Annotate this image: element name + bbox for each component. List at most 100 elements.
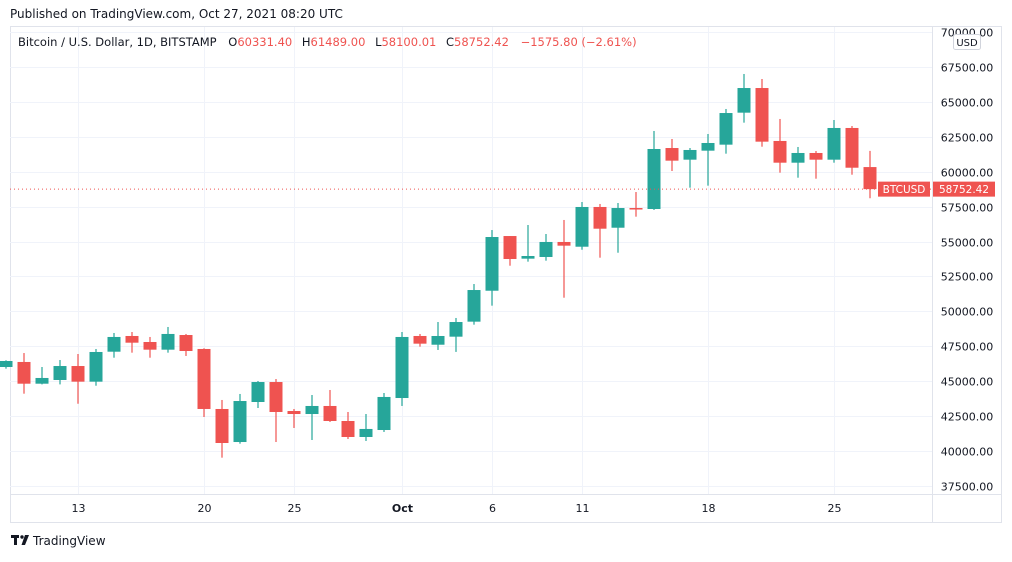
candle-body (305, 405, 319, 415)
price-tick-label: 60000.00 (941, 167, 994, 180)
candle-body (323, 405, 337, 421)
open-label: O (228, 35, 237, 49)
candle-2021-09-26 (305, 395, 319, 440)
price-tick-label: 67500.00 (941, 62, 994, 75)
price-tick-label: 37500.00 (941, 481, 994, 494)
time-tick-label: 25 (828, 502, 842, 515)
candle-2021-09-27 (323, 389, 337, 422)
candle-2021-09-14 (89, 348, 103, 386)
currency-label: USD (956, 38, 978, 49)
candle-2021-09-29 (359, 414, 373, 441)
candle-2021-10-06 (485, 230, 499, 306)
candle-2021-09-30 (377, 392, 391, 432)
candle-body (629, 208, 643, 210)
time-tick-label: Oct (392, 502, 413, 515)
last-price-tag: 58752.42 (933, 181, 995, 197)
candle-2021-10-27 (863, 150, 877, 199)
candle-body (539, 241, 553, 257)
last-price-label: 58752.42 (939, 184, 989, 196)
candle-2021-10-13 (611, 202, 625, 253)
price-tick-label: 62500.00 (941, 132, 994, 145)
candle-body (593, 206, 607, 229)
candle-body (53, 366, 67, 380)
candle-2021-10-20 (737, 73, 751, 123)
candle-2021-09-10 (17, 353, 31, 394)
candle-2021-09-24 (269, 379, 283, 443)
candle-body (233, 401, 247, 443)
candle-2021-09-17 (143, 336, 157, 358)
candle-body (71, 366, 85, 382)
candle-2021-10-25 (827, 120, 841, 163)
candle-2021-10-05 (467, 284, 481, 325)
high-value: 61489.00 (311, 35, 366, 49)
candle-2021-09-23 (251, 380, 265, 409)
close-label: C (446, 35, 454, 49)
candle-body (719, 113, 733, 145)
candle-2021-10-02 (413, 333, 427, 347)
candle-2021-10-11 (575, 202, 589, 250)
price-tick-label: 45000.00 (941, 376, 994, 389)
candle-body (863, 167, 877, 190)
symbol-title: Bitcoin / U.S. Dollar, 1D, BITSTAMP (18, 35, 217, 49)
candle-body (287, 411, 301, 415)
tradingview-logo-icon (11, 535, 29, 545)
candle-2021-09-25 (287, 408, 301, 428)
candle-2021-09-11 (35, 367, 49, 385)
candle-2021-09-12 (53, 360, 67, 385)
grid-lines (10, 27, 932, 494)
tradingview-logo[interactable]: TradingView (11, 534, 106, 548)
candle-body (845, 127, 859, 168)
candle-body (683, 149, 697, 160)
candle-2021-10-14 (629, 192, 643, 217)
candle-body (575, 206, 589, 247)
candle-2021-09-21 (215, 399, 229, 458)
candle-2021-09-09 (0, 360, 13, 369)
candle-2021-10-24 (809, 151, 823, 179)
candle-body (107, 336, 121, 352)
candle-2021-10-09 (539, 234, 553, 261)
candle-body (89, 351, 103, 382)
candle-body (269, 382, 283, 412)
candle-2021-10-19 (719, 108, 733, 154)
candle-2021-10-07 (503, 236, 517, 266)
time-axis[interactable]: 13 20 25 Oct 6 11 18 25 (72, 502, 842, 515)
candle-body (251, 382, 265, 402)
candle-body (17, 361, 31, 384)
price-tick-label: 42500.00 (941, 411, 994, 424)
candle-body (359, 428, 373, 437)
time-tick-label: 11 (576, 502, 590, 515)
symbol-price-tag: BTCUSD (878, 181, 930, 197)
price-tick-label: 47500.00 (941, 341, 994, 354)
candle-body (791, 152, 805, 163)
candle-2021-10-16 (665, 139, 679, 172)
price-tick-label: 57500.00 (941, 202, 994, 215)
candle-body (647, 148, 661, 209)
candle-body (755, 88, 769, 142)
candle-body (449, 322, 463, 337)
candle-2021-09-19 (179, 333, 193, 356)
low-label: L (375, 35, 382, 49)
candle-body (161, 333, 175, 350)
close-value: 58752.42 (454, 35, 509, 49)
price-axis[interactable]: 70000.0067500.0065000.0062500.0060000.00… (941, 27, 994, 494)
candle-body (179, 335, 193, 352)
published-caption: Published on TradingView.com, Oct 27, 20… (10, 7, 343, 21)
candle-body (215, 408, 229, 443)
candle-2021-10-18 (701, 133, 715, 186)
time-tick-label: 20 (198, 502, 212, 515)
candle-2021-10-04 (449, 317, 463, 352)
candle-body (611, 208, 625, 228)
candle-body (665, 148, 679, 161)
candle-body (125, 335, 139, 343)
time-tick-label: 25 (288, 502, 302, 515)
candle-2021-10-26 (845, 126, 859, 175)
symbol-tag-label: BTCUSD (883, 184, 926, 196)
currency-button[interactable]: USD (953, 34, 981, 50)
time-tick-label: 18 (702, 502, 716, 515)
price-tick-label: 52500.00 (941, 271, 994, 284)
chart-frame (10, 26, 1002, 523)
price-tick-label: 50000.00 (941, 306, 994, 319)
candles (0, 73, 877, 458)
candle-2021-09-22 (233, 393, 247, 444)
